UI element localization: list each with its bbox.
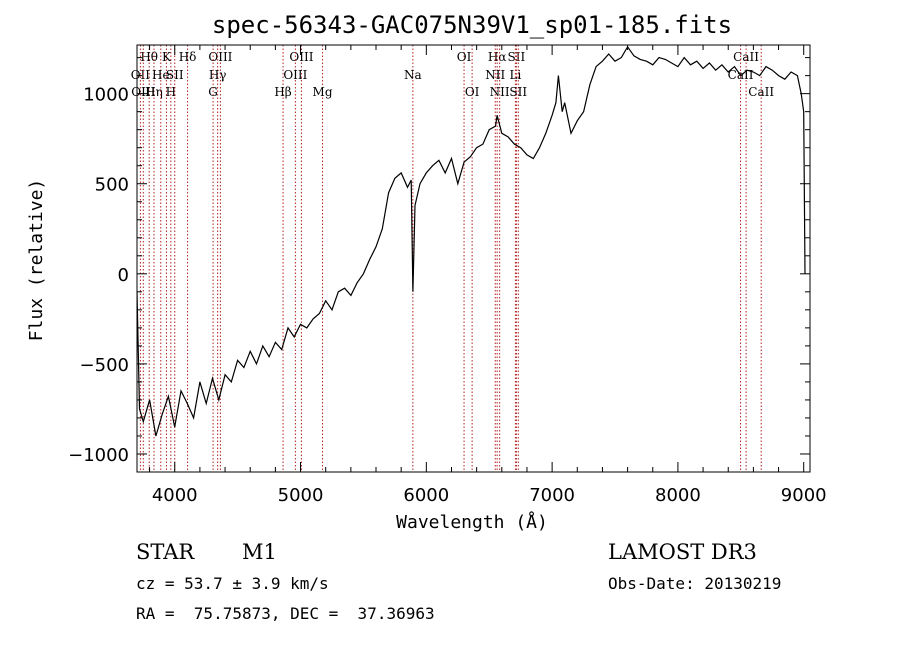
line-label: OIII <box>208 50 232 64</box>
line-label: CaII <box>748 85 774 99</box>
line-label: K <box>162 50 172 64</box>
line-label: CaII <box>733 50 759 64</box>
y-tick-label: 1000 <box>83 85 129 106</box>
line-label: OIII <box>131 85 155 99</box>
ra-dec-line: RA = 75.75873, DEC = 37.36963 <box>136 604 435 623</box>
line-label: Hα <box>488 50 507 64</box>
line-label: Mg <box>313 85 333 99</box>
y-tick-label: −1000 <box>68 445 129 466</box>
line-label: OIII <box>289 50 313 64</box>
obs-date-line: Obs-Date: 20130219 <box>608 574 782 593</box>
tick-layer: 4000 5000 6000 7000 8000 9000 −1000 −500 0 500 100… <box>68 45 827 506</box>
chart-title: spec-56343-GAC075N39V1_sp01-185.fits <box>212 11 732 39</box>
line-label: Na <box>404 68 422 82</box>
line-label: SII <box>509 85 527 99</box>
survey-name: LAMOST DR3 <box>608 540 757 564</box>
x-tick-label: 5000 <box>278 485 324 506</box>
line-label: OII <box>131 68 151 82</box>
line-label: OI <box>457 50 472 64</box>
redshift-line: cz = 53.7 ± 3.9 km/s <box>136 574 329 593</box>
line-label: SII <box>508 50 526 64</box>
line-label: G <box>208 85 218 99</box>
line-label: SII <box>166 68 184 82</box>
line-label: OI <box>465 85 480 99</box>
x-tick-label: 6000 <box>403 485 449 506</box>
x-tick-label: 9000 <box>781 485 827 506</box>
line-label: Li <box>509 68 521 82</box>
x-tick-label: 4000 <box>152 485 198 506</box>
line-label: NII <box>490 85 510 99</box>
line-label: Hβ <box>274 85 291 99</box>
plot-frame <box>136 44 811 473</box>
x-tick-label: 8000 <box>655 485 701 506</box>
series-line-0 <box>137 45 806 437</box>
line-label: H <box>166 85 176 99</box>
y-tick-label: −500 <box>80 355 129 376</box>
series-layer <box>137 45 806 437</box>
line-label: NII <box>485 68 505 82</box>
line-label: Hδ <box>179 50 197 64</box>
line-label: Hγ <box>209 68 227 82</box>
x-axis-label: Wavelength (Å) <box>396 511 548 533</box>
y-axis-label: Flux (relative) <box>26 179 47 342</box>
y-tick-label: 0 <box>118 265 129 286</box>
line-label: Hη <box>145 85 163 99</box>
x-tick-label: 7000 <box>529 485 575 506</box>
object-class: STAR <box>136 540 195 564</box>
y-tick-label: 500 <box>95 175 129 196</box>
line-label: He <box>152 68 170 82</box>
object-subclass: M1 <box>242 540 277 564</box>
line-label: OIII <box>283 68 307 82</box>
